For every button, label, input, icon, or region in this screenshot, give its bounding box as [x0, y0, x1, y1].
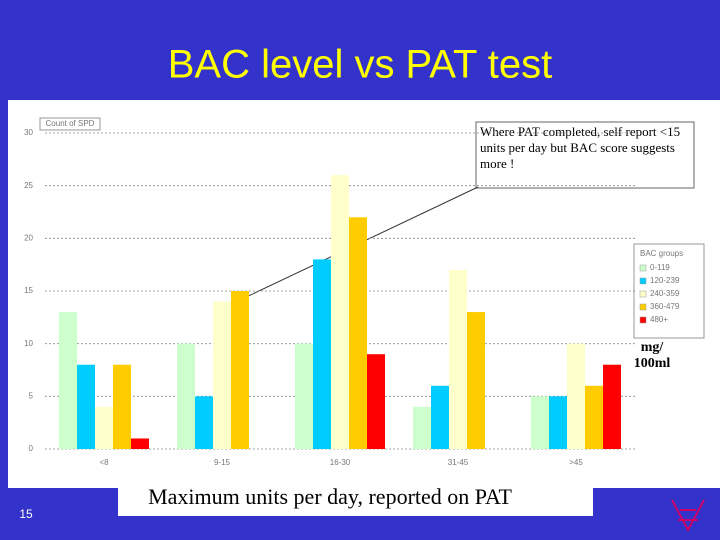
- y-axis-label: Count of SPD: [46, 119, 95, 128]
- x-tick-label: 16-30: [330, 458, 351, 467]
- legend-label: 120-239: [650, 276, 680, 285]
- bar: [331, 175, 349, 449]
- bar: [313, 259, 331, 449]
- bar: [467, 312, 485, 449]
- x-label-box: [118, 480, 593, 516]
- slide-number: 15: [19, 507, 33, 521]
- y-tick-label: 20: [24, 233, 33, 242]
- bar: [585, 385, 603, 449]
- y-tick-label: 30: [24, 128, 33, 137]
- legend-label: 240-359: [650, 289, 680, 298]
- legend-title: BAC groups: [640, 249, 683, 258]
- bar: [59, 312, 77, 449]
- legend-swatch: [639, 264, 647, 272]
- y-label-box: [39, 117, 101, 131]
- bar: [113, 364, 131, 449]
- logo: [671, 499, 705, 533]
- x-axis-label: Maximum units per day, reported on PAT: [148, 484, 512, 509]
- legend-label: 480+: [650, 315, 668, 324]
- logo-mark: [671, 499, 705, 533]
- bar: [367, 354, 385, 449]
- legend-swatch: [639, 316, 647, 324]
- y-tick-label: 10: [24, 339, 33, 348]
- bar: [567, 343, 585, 449]
- legend-swatch: [639, 303, 647, 311]
- legend-swatch: [639, 277, 647, 285]
- unit-label: mg/ 100ml: [633, 340, 671, 371]
- legend-label: 0-119: [650, 263, 670, 272]
- y-tick-label: 15: [24, 286, 33, 295]
- chart-title: BAC level vs PAT test: [168, 43, 553, 87]
- bar: [195, 396, 213, 449]
- legend-label: 360-479: [650, 302, 680, 311]
- bar: [131, 438, 149, 449]
- y-tick-label: 25: [24, 181, 33, 190]
- bar: [77, 364, 95, 449]
- bar: [449, 269, 467, 449]
- bar: [177, 343, 195, 449]
- x-tick-label: <8: [99, 458, 109, 467]
- annotation-wrap: Where PAT completed, self report <15 uni…: [480, 124, 681, 171]
- unit-wrap: mg/ 100ml: [633, 340, 671, 371]
- bar: [213, 301, 231, 449]
- bar: [431, 385, 449, 449]
- bar: [531, 396, 549, 449]
- bar: [349, 217, 367, 449]
- bar: [549, 396, 567, 449]
- legend-swatch: [639, 290, 647, 298]
- bar: [231, 291, 249, 449]
- x-tick-label: 9-15: [214, 458, 231, 467]
- x-tick-label: 31-45: [448, 458, 469, 467]
- bar: [603, 364, 621, 449]
- bar: [95, 406, 113, 449]
- y-tick-label: 5: [29, 391, 34, 400]
- x-tick-label: >45: [569, 458, 583, 467]
- annotation: Where PAT completed, self report <15 uni…: [480, 124, 681, 171]
- y-tick-label: 0: [29, 444, 34, 453]
- bar: [295, 343, 313, 449]
- bar: [413, 406, 431, 449]
